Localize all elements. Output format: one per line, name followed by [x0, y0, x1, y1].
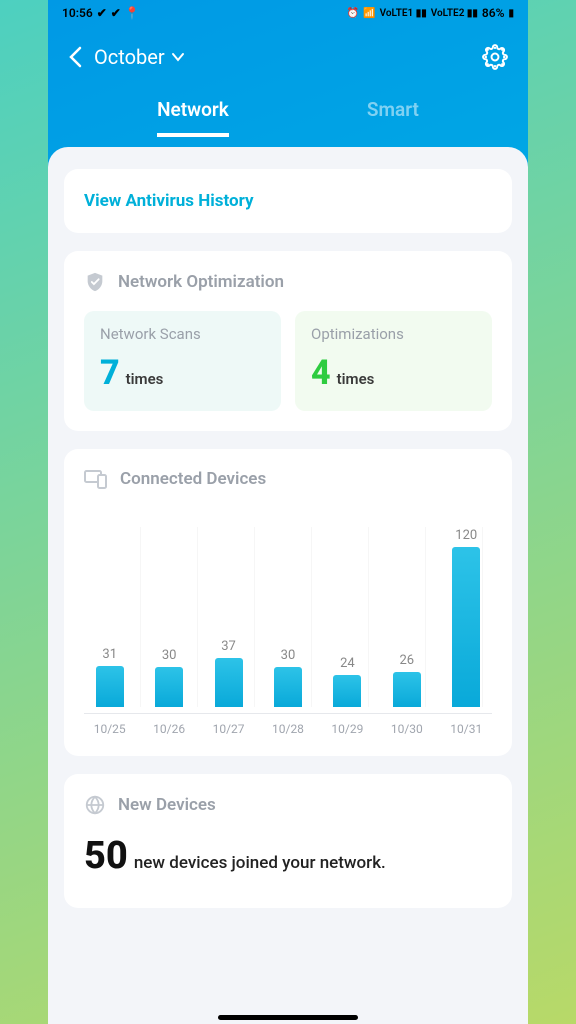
metric-unit: times	[337, 370, 375, 388]
shield-check-icon	[84, 271, 106, 293]
bar-rect	[333, 675, 361, 707]
x-axis-label: 10/25	[84, 722, 135, 736]
metric-label: Optimizations	[311, 325, 476, 343]
globe-icon	[84, 794, 106, 816]
devices-chart: 31 30 37 30 24 26 120 10/25 10/26 10/27 10/28 10/2…	[84, 507, 492, 736]
new-devices-card: New Devices 50 new devices joined your n…	[64, 774, 512, 908]
connected-devices-card: Connected Devices 31 30 37 30 24 26 120 10/25 1…	[64, 449, 512, 756]
optimizations-metric: Optimizations 4 times	[295, 311, 492, 411]
tabs: Network Smart	[48, 70, 528, 137]
tab-network[interactable]: Network	[157, 98, 229, 137]
status-bar: 10:56 ✔ ✔ 📍 ⏰ 📶 VoLTE1 ▮▮ VoLTE2 ▮▮ 86% …	[48, 0, 528, 26]
battery-text: 86%	[482, 6, 505, 20]
devices-icon	[84, 469, 108, 489]
chevron-down-icon	[171, 52, 185, 62]
phone-screen: 10:56 ✔ ✔ 📍 ⏰ 📶 VoLTE1 ▮▮ VoLTE2 ▮▮ 86% …	[48, 0, 528, 1024]
chart-bar: 120	[441, 528, 492, 707]
chart-bar: 30	[262, 648, 313, 707]
chart-bar: 26	[381, 653, 432, 707]
content-area: View Antivirus History Network Optimizat…	[48, 147, 528, 1024]
wifi-icon: 📶	[363, 8, 375, 19]
chart-bar: 30	[143, 648, 194, 707]
alarm-icon: ⏰	[347, 8, 359, 19]
bar-value: 31	[102, 647, 117, 662]
x-axis-label: 10/26	[143, 722, 194, 736]
card-header: Connected Devices	[84, 469, 492, 489]
card-header: New Devices	[84, 794, 492, 816]
bar-rect	[155, 667, 183, 707]
chart-bar: 31	[84, 647, 135, 707]
card-header: Network Optimization	[84, 271, 492, 293]
battery-icon: ▮	[508, 8, 514, 19]
back-button[interactable]	[68, 46, 82, 68]
month-selector[interactable]: October	[94, 45, 185, 69]
antivirus-link: View Antivirus History	[84, 191, 492, 211]
metric-value: 7	[100, 353, 120, 393]
bar-value: 24	[340, 656, 355, 671]
section-title: Network Optimization	[118, 272, 284, 292]
chart-bar: 37	[203, 639, 254, 707]
network-scans-metric: Network Scans 7 times	[84, 311, 281, 411]
check-icon: ✔	[111, 6, 121, 20]
bar-rect	[393, 672, 421, 707]
bar-rect	[452, 547, 480, 707]
chart-bar: 24	[322, 656, 373, 707]
network-optimization-card: Network Optimization Network Scans 7 tim…	[64, 251, 512, 431]
x-axis-label: 10/30	[381, 722, 432, 736]
bar-rect	[96, 666, 124, 707]
bar-value: 120	[455, 528, 477, 543]
new-devices-text: 50 new devices joined your network.	[84, 834, 492, 878]
bar-value: 26	[400, 653, 415, 668]
location-icon: 📍	[125, 6, 140, 20]
x-axis-label: 10/27	[203, 722, 254, 736]
section-title: New Devices	[118, 795, 216, 815]
antivirus-history-card[interactable]: View Antivirus History	[64, 169, 512, 233]
new-devices-count: 50	[84, 834, 128, 878]
metric-unit: times	[126, 370, 164, 388]
bar-rect	[215, 658, 243, 707]
bar-value: 30	[162, 648, 177, 663]
x-axis-label: 10/31	[441, 722, 492, 736]
metric-value: 4	[311, 353, 331, 393]
section-title: Connected Devices	[120, 469, 266, 489]
bar-value: 30	[281, 648, 296, 663]
metric-label: Network Scans	[100, 325, 265, 343]
tab-smart[interactable]: Smart	[367, 98, 419, 137]
x-axis-label: 10/29	[322, 722, 373, 736]
status-left: 10:56 ✔ ✔ 📍	[62, 6, 140, 20]
home-indicator[interactable]	[218, 1015, 358, 1020]
new-devices-suffix: new devices joined your network.	[134, 853, 386, 873]
signal-icon: VoLTE2 ▮▮	[431, 8, 478, 19]
bar-rect	[274, 667, 302, 707]
status-time: 10:56	[62, 6, 93, 20]
settings-button[interactable]	[482, 44, 508, 70]
check-icon: ✔	[97, 6, 107, 20]
metric-row: Network Scans 7 times Optimizations 4 ti…	[84, 311, 492, 411]
status-right: ⏰ 📶 VoLTE1 ▮▮ VoLTE2 ▮▮ 86% ▮	[347, 6, 514, 20]
app-header: October	[48, 26, 528, 70]
month-label: October	[94, 45, 165, 69]
x-axis-label: 10/28	[262, 722, 313, 736]
bar-value: 37	[221, 639, 236, 654]
signal-icon: VoLTE1 ▮▮	[380, 8, 427, 19]
